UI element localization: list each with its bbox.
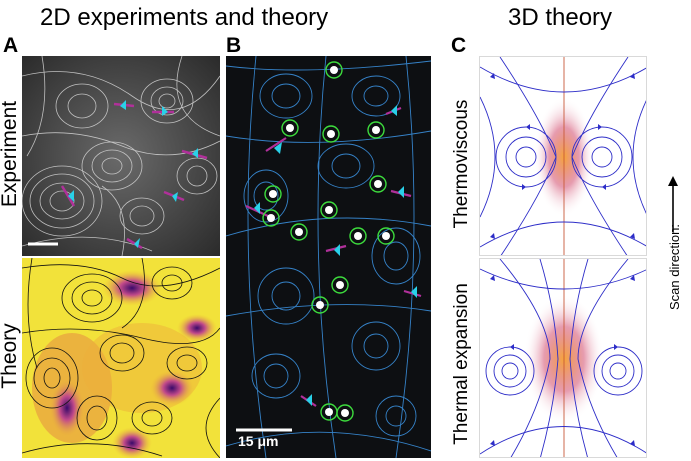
scan-direction-arrow-icon	[668, 176, 678, 232]
panel-letter-b: B	[226, 34, 242, 57]
panel-letter-c: C	[451, 34, 467, 57]
experiment-label: Experiment	[0, 100, 21, 208]
scale-bar-label: 15 μm	[238, 433, 279, 449]
left-section-title: 2D experiments and theory	[40, 4, 329, 31]
thermoviscous-vector-field	[479, 56, 647, 256]
tracked-flow-image: 15 μm	[226, 56, 431, 458]
thermal-expansion-vector-field	[479, 258, 647, 458]
theory-label: Theory	[0, 323, 21, 389]
theory-streamline-image	[22, 258, 220, 458]
thermal-expansion-label: Thermal expansion	[451, 283, 472, 445]
right-section-title: 3D theory	[508, 4, 613, 31]
panel-letter-a: A	[3, 34, 19, 57]
particle-markers	[262, 61, 395, 422]
experiment-streamline-image	[22, 56, 220, 256]
thermoviscous-label: Thermoviscous	[451, 99, 472, 229]
